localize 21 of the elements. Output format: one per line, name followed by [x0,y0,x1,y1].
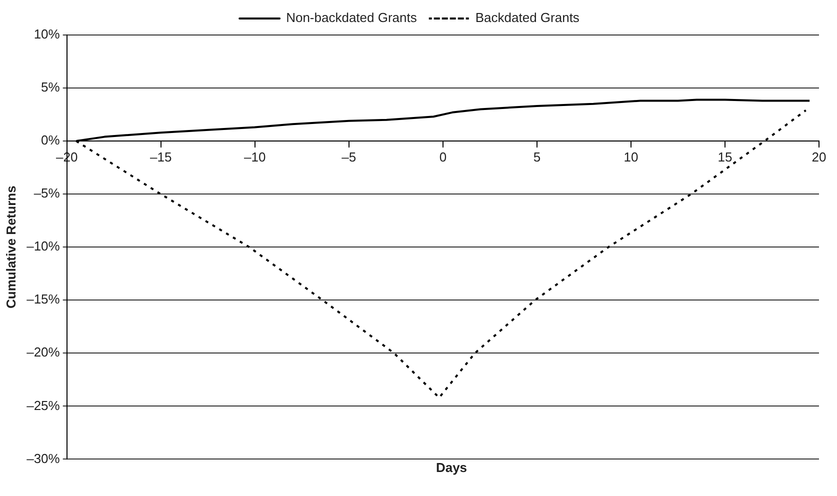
x-tick-label: –5 [342,149,356,164]
y-tick-label: 5% [41,80,60,95]
x-tick-label: –10 [244,149,266,164]
x-axis-title: Days [434,460,468,475]
y-axis-title: Cumulative Returns [3,186,18,309]
legend-label: Non-backdated Grants [286,10,418,26]
y-tick-label: –30% [26,450,60,466]
x-tick-label: 20 [812,149,826,164]
y-tick-label: –15% [26,292,60,307]
y-tick-label: –10% [26,238,60,254]
y-tick-label: 0% [41,132,60,148]
legend-label: Backdated Grants [475,10,580,26]
y-tick-label: –5% [34,186,60,201]
y-tick-label: –25% [26,398,60,413]
x-tick-label: 5 [533,149,541,164]
y-tick-label: –20% [26,344,60,360]
x-tick-label: 15 [718,149,732,164]
x-tick-label: 0 [439,149,447,164]
y-tick-label: 10% [34,26,60,42]
x-tick-label: 10 [624,149,638,164]
x-tick-label: –15 [150,149,172,164]
